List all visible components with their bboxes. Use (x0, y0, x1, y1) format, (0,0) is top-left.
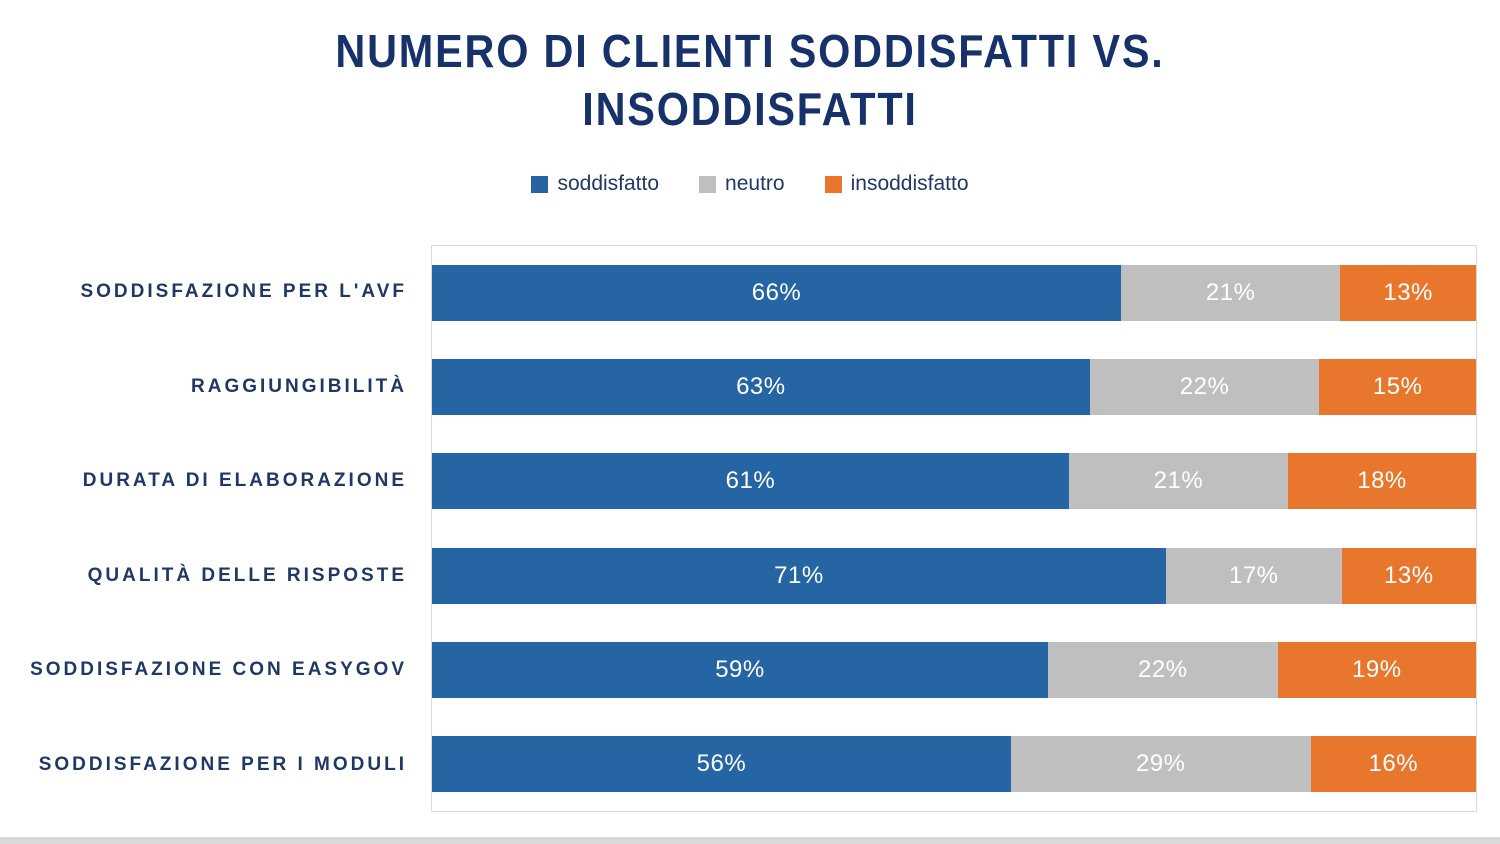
legend-item-soddisfatto: soddisfatto (531, 172, 659, 196)
bar-segment-soddisfatto: 59% (432, 641, 1048, 698)
bar-value-label: 15% (1372, 373, 1423, 401)
bar-segment-insoddisfatto: 18% (1288, 453, 1476, 510)
category-label: SODDISFAZIONE PER I MODULI (38, 753, 407, 775)
category-label-row: QUALITÀ DELLE RISPOSTE (0, 529, 431, 624)
stacked-bar: 61% 21% 18% (432, 453, 1476, 510)
bar-value-label: 59% (715, 655, 765, 683)
chart-title: NUMERO DI CLIENTI SODDISFATTI VS. INSODD… (75, 22, 1425, 138)
plot-area: 66% 21% 13% 63% 22% 15% 61% 21% 18% 71% 17% 13% 59% 2… (431, 245, 1477, 812)
bottom-edge-strip (0, 837, 1500, 844)
bar-value-label: 19% (1352, 655, 1402, 683)
bar-value-label: 22% (1138, 655, 1188, 683)
bar-row: 61% 21% 18% (432, 434, 1476, 528)
legend: soddisfatto neutro insoddisfatto (0, 172, 1500, 196)
legend-swatch-icon (531, 175, 549, 193)
bar-segment-insoddisfatto: 19% (1277, 641, 1476, 698)
bar-segment-soddisfatto: 56% (432, 735, 1011, 792)
bar-segment-soddisfatto: 63% (432, 359, 1090, 416)
chart-title-line1: NUMERO DI CLIENTI SODDISFATTI VS. (335, 25, 1165, 77)
bar-row: 63% 22% 15% (432, 340, 1476, 434)
bar-value-label: 21% (1205, 279, 1256, 307)
legend-item-neutro: neutro (699, 172, 785, 196)
legend-swatch-icon (824, 175, 842, 193)
bar-value-label: 17% (1228, 561, 1279, 589)
bar-value-label: 21% (1153, 467, 1204, 495)
stacked-bar-chart: SODDISFAZIONE PER L'AVF RAGGIUNGIBILITÀ DU… (0, 245, 1477, 812)
bar-value-label: 22% (1179, 373, 1230, 401)
bar-value-label: 29% (1135, 749, 1186, 777)
category-label-row: RAGGIUNGIBILITÀ (0, 340, 431, 435)
category-label: SODDISFAZIONE CON EASYGOV (30, 659, 407, 681)
bar-segment-neutro: 22% (1047, 641, 1278, 698)
bar-row: 66% 21% 13% (432, 246, 1476, 340)
legend-label: neutro (725, 172, 785, 195)
bar-row: 59% 22% 19% (432, 623, 1476, 717)
bar-value-label: 13% (1384, 561, 1434, 589)
bar-value-label: 63% (736, 373, 786, 401)
legend-label: soddisfatto (557, 172, 660, 195)
bar-segment-soddisfatto: 71% (432, 547, 1166, 604)
legend-label: insoddisfatto (850, 172, 969, 195)
bar-segment-neutro: 21% (1068, 453, 1289, 510)
bar-row: 56% 29% 16% (432, 717, 1476, 811)
category-label: RAGGIUNGIBILITÀ (191, 375, 407, 397)
bar-value-label: 16% (1368, 749, 1419, 777)
legend-item-insoddisfatto: insoddisfatto (824, 172, 969, 196)
stacked-bar: 63% 22% 15% (432, 359, 1476, 416)
bar-segment-insoddisfatto: 13% (1341, 547, 1476, 604)
bar-segment-neutro: 29% (1010, 735, 1311, 792)
bar-segment-neutro: 22% (1089, 359, 1320, 416)
chart-title-line2: INSODDISFATTI (582, 83, 918, 135)
bar-value-label: 71% (774, 561, 824, 589)
bar-segment-soddisfatto: 61% (432, 453, 1069, 510)
category-label-row: SODDISFAZIONE CON EASYGOV (0, 623, 431, 718)
bar-segment-soddisfatto: 66% (432, 265, 1122, 322)
category-label: QUALITÀ DELLE RISPOSTE (87, 564, 407, 586)
category-label: DURATA DI ELABORAZIONE (82, 470, 407, 492)
bar-row: 71% 17% 13% (432, 529, 1476, 623)
bar-value-label: 61% (725, 467, 776, 495)
bar-value-label: 18% (1357, 467, 1407, 495)
bar-segment-insoddisfatto: 13% (1340, 265, 1476, 322)
bar-segment-insoddisfatto: 16% (1310, 735, 1476, 792)
category-label: SODDISFAZIONE PER L'AVF (80, 281, 407, 303)
legend-swatch-icon (699, 175, 717, 193)
stacked-bar: 56% 29% 16% (432, 735, 1476, 792)
stacked-bar: 66% 21% 13% (432, 265, 1476, 322)
category-label-row: DURATA DI ELABORAZIONE (0, 434, 431, 529)
category-label-row: SODDISFAZIONE PER L'AVF (0, 245, 431, 340)
category-axis: SODDISFAZIONE PER L'AVF RAGGIUNGIBILITÀ DU… (0, 245, 431, 812)
bar-segment-neutro: 21% (1121, 265, 1341, 322)
bar-value-label: 13% (1383, 279, 1433, 307)
bar-value-label: 56% (696, 749, 747, 777)
stacked-bar: 71% 17% 13% (432, 547, 1476, 604)
category-label-row: SODDISFAZIONE PER I MODULI (0, 718, 431, 813)
bar-segment-insoddisfatto: 15% (1319, 359, 1476, 416)
stacked-bar: 59% 22% 19% (432, 641, 1476, 698)
bar-value-label: 66% (751, 279, 802, 307)
bar-segment-neutro: 17% (1165, 547, 1342, 604)
